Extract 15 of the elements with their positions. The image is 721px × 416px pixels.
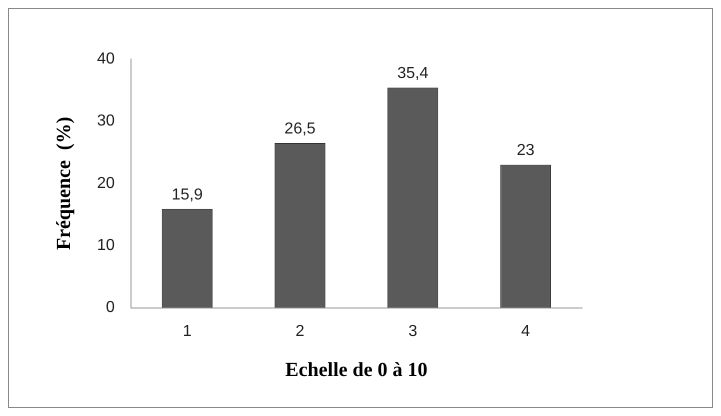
- x-tick-label: 4: [521, 322, 530, 340]
- x-tick-label: 2: [296, 322, 305, 340]
- data-label: 23: [516, 142, 535, 160]
- x-tick-label: 3: [408, 322, 418, 340]
- y-tick-label: 0: [106, 299, 115, 316]
- x-axis-title: Echelle de 0 à 10: [285, 359, 428, 382]
- data-label: 26,5: [284, 120, 316, 138]
- y-tick-label: 20: [97, 174, 115, 192]
- x-tick-label: 1: [182, 322, 192, 340]
- data-label: 15,9: [172, 186, 203, 204]
- y-tick-label: 40: [97, 50, 115, 68]
- y-axis-title: Fréquence (%): [53, 116, 76, 250]
- y-tick-label: 30: [97, 112, 115, 130]
- data-label: 35,4: [397, 65, 428, 82]
- y-tick-label: 10: [97, 237, 115, 254]
